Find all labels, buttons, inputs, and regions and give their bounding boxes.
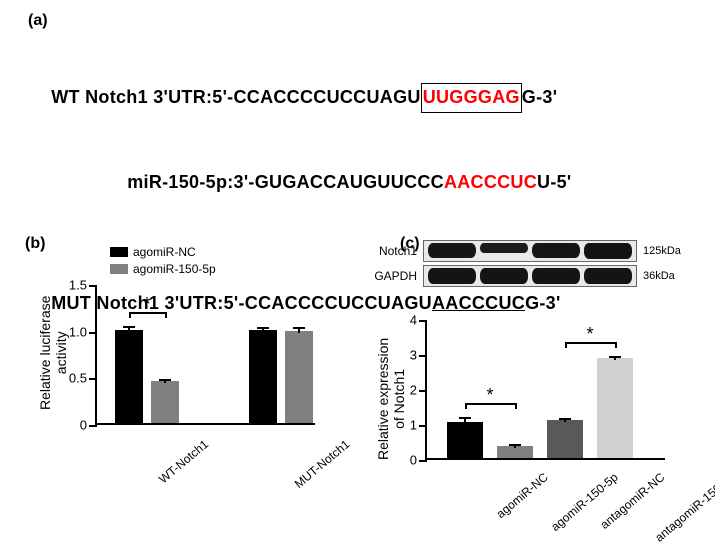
blot-label-gapdh: GAPDH bbox=[365, 269, 417, 283]
bar bbox=[597, 358, 633, 458]
error-cap bbox=[123, 326, 135, 328]
error-cap bbox=[509, 444, 521, 446]
bar bbox=[547, 420, 583, 458]
seq-wt-body: CCACCCCUCCUAGU bbox=[233, 87, 420, 107]
seq-mir-body: GUGACCAUGUUCCC bbox=[255, 172, 444, 192]
ytick-label: 1.0 bbox=[69, 324, 87, 339]
blot-size-gapdh: 36kDa bbox=[643, 270, 675, 282]
ytick bbox=[419, 355, 427, 357]
blot-label-notch1: Notch1 bbox=[365, 244, 417, 258]
panel-b-legend: agomiR-NC agomiR-150-5p bbox=[110, 245, 216, 279]
bar bbox=[151, 381, 179, 423]
bar bbox=[285, 331, 313, 423]
ytick bbox=[89, 285, 97, 287]
blot-size-notch1: 125kDa bbox=[643, 245, 681, 257]
error-cap bbox=[257, 327, 269, 329]
error-cap bbox=[559, 418, 571, 420]
ytick bbox=[419, 390, 427, 392]
seq-row-mir: miR-150-5p:3'-GUGACCAUGUUCCCAACCCUCU-5' bbox=[30, 141, 572, 225]
ytick-label: 0.5 bbox=[69, 371, 87, 386]
seq-row-wt: WT Notch1 3'UTR:5'-CCACCCCUCCUAGUUUGGGAG… bbox=[30, 55, 572, 141]
error-cap bbox=[459, 417, 471, 419]
seq-mir-seed: AACCCUC bbox=[444, 172, 537, 192]
sig-drop bbox=[165, 312, 167, 318]
blot-row-notch1: Notch1 125kDa bbox=[365, 240, 681, 262]
xtick-label: WT-Notch1 bbox=[156, 437, 211, 486]
bar bbox=[447, 422, 483, 458]
panel-b-plot: 00.51.01.5WT-Notch1*MUT-Notch1 bbox=[95, 285, 315, 425]
seq-wt-prefix: WT Notch1 3'UTR:5'- bbox=[51, 87, 233, 107]
blot-lanes-notch1 bbox=[423, 240, 637, 262]
legend-text-150: agomiR-150-5p bbox=[133, 262, 216, 276]
legend-swatch-150 bbox=[110, 264, 128, 274]
blot-lanes-gapdh bbox=[423, 265, 637, 287]
blot-band bbox=[532, 243, 580, 258]
blot-band bbox=[480, 268, 528, 284]
seq-wt-seed-box: UUGGGAG bbox=[421, 83, 522, 113]
seq-wt-seed: UUGGGAG bbox=[423, 87, 520, 107]
legend-item-150: agomiR-150-5p bbox=[110, 262, 216, 276]
bar bbox=[249, 330, 277, 423]
bar bbox=[115, 330, 143, 423]
blot-band bbox=[428, 268, 476, 284]
sig-drop bbox=[129, 312, 131, 318]
ytick-label: 1.5 bbox=[69, 278, 87, 293]
seq-wt-suffix: G-3' bbox=[522, 87, 558, 107]
sig-drop bbox=[615, 342, 617, 348]
ytick-label: 1 bbox=[410, 418, 417, 433]
blot-band bbox=[584, 268, 632, 284]
sig-star: * bbox=[586, 324, 593, 345]
ytick bbox=[419, 425, 427, 427]
panel-b: (b) agomiR-NC agomiR-150-5p Relative luc… bbox=[25, 235, 335, 535]
sig-drop bbox=[565, 342, 567, 348]
legend-text-nc: agomiR-NC bbox=[133, 245, 196, 259]
panel-b-label: (b) bbox=[25, 235, 45, 253]
ytick-label: 2 bbox=[410, 383, 417, 398]
blot-band bbox=[428, 243, 476, 258]
sig-drop bbox=[515, 403, 517, 409]
panel-a-label: (a) bbox=[28, 12, 48, 30]
error-cap bbox=[293, 327, 305, 329]
error-cap bbox=[609, 356, 621, 358]
sig-drop bbox=[465, 403, 467, 409]
ytick bbox=[419, 460, 427, 462]
ytick bbox=[89, 425, 97, 427]
ytick-label: 3 bbox=[410, 348, 417, 363]
panel-c-ylabel: Relative expressionof Notch1 bbox=[375, 338, 407, 460]
ytick-label: 4 bbox=[410, 313, 417, 328]
seq-mir-suffix: U-5' bbox=[537, 172, 571, 192]
legend-item-nc: agomiR-NC bbox=[110, 245, 216, 259]
panel-c-plot: 01234agomiR-NCagomiR-150-5pantagomiR-NCa… bbox=[425, 320, 665, 460]
error-cap bbox=[159, 379, 171, 381]
sig-star: * bbox=[143, 294, 150, 315]
seq-mir-prefix: miR-150-5p:3'- bbox=[127, 172, 255, 192]
xtick-label: MUT-Notch1 bbox=[292, 437, 353, 491]
panel-c: (c) Notch1 125kDa GAPDH 36kDa Relative e… bbox=[355, 235, 700, 535]
xtick-label: agomiR-NC bbox=[494, 470, 551, 521]
blot-band bbox=[480, 243, 528, 253]
blot-band bbox=[584, 243, 632, 259]
sig-star: * bbox=[486, 385, 493, 406]
ytick bbox=[419, 320, 427, 322]
ytick-label: 0 bbox=[80, 418, 87, 433]
blot-row-gapdh: GAPDH 36kDa bbox=[365, 265, 675, 287]
panel-b-ylabel: Relative luciferaseactivity bbox=[37, 296, 69, 410]
ytick-label: 0 bbox=[410, 453, 417, 468]
ytick bbox=[89, 378, 97, 380]
legend-swatch-nc bbox=[110, 247, 128, 257]
blot-band bbox=[532, 268, 580, 284]
ytick bbox=[89, 332, 97, 334]
